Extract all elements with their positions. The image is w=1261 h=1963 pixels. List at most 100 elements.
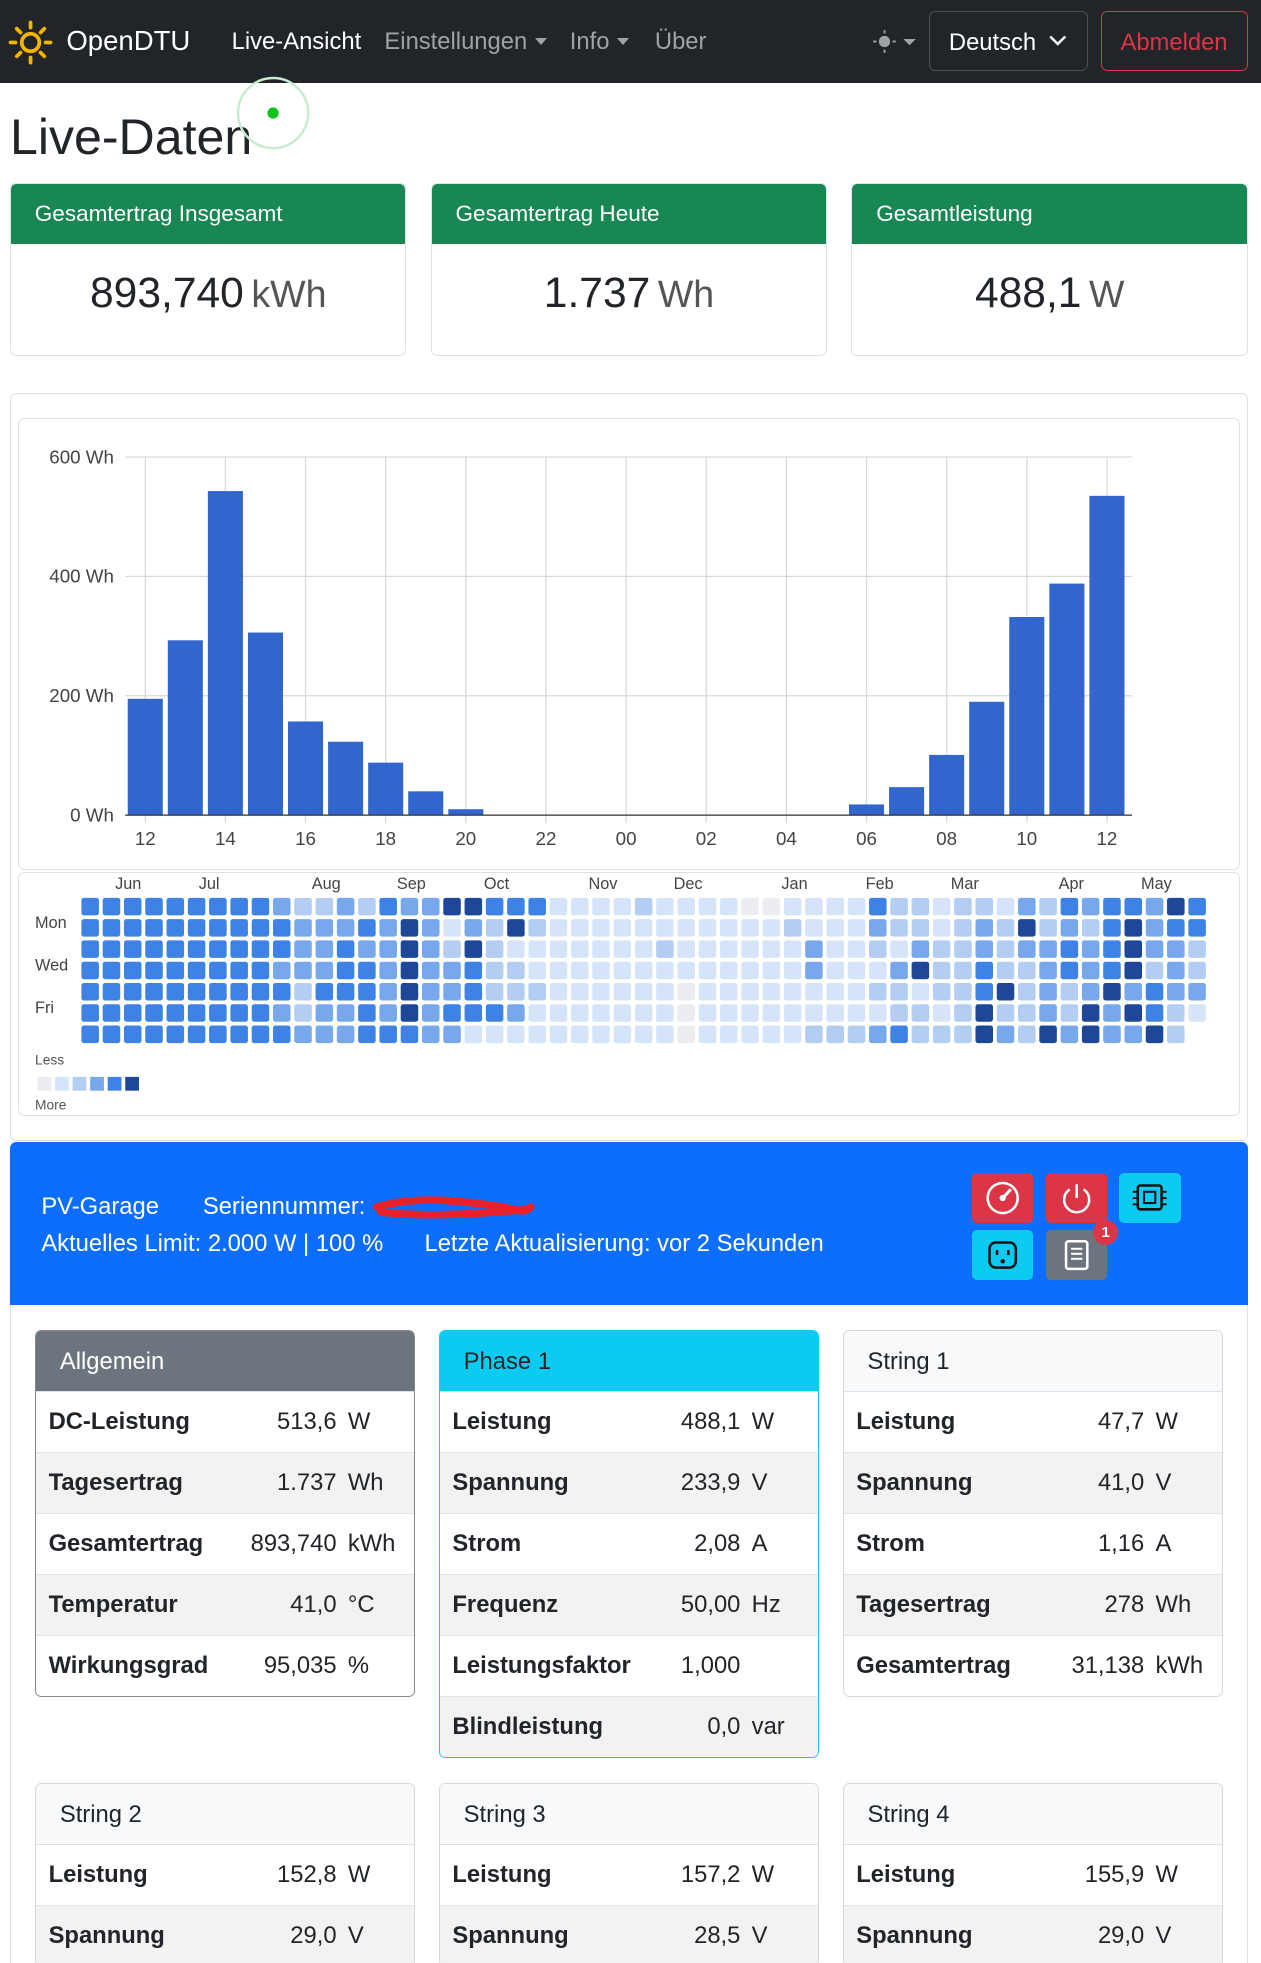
heatmap-cell bbox=[1188, 1004, 1206, 1022]
table-card: Allgemein DC-Leistung 513,6 W Tagesertrag 1.7… bbox=[35, 1329, 416, 1698]
bar bbox=[1049, 583, 1085, 816]
event-badge: 1 bbox=[1093, 1219, 1119, 1245]
bar bbox=[408, 791, 444, 816]
heatmap-cell bbox=[890, 982, 908, 1001]
heatmap-cell bbox=[81, 897, 99, 916]
heatmap-cell bbox=[1018, 1025, 1036, 1044]
nav-item[interactable]: Live-Ansicht bbox=[231, 27, 362, 55]
heatmap-cell bbox=[783, 897, 802, 916]
heatmap-cell bbox=[911, 940, 930, 958]
heatmap-cell bbox=[1039, 961, 1057, 980]
heatmap-cell bbox=[975, 1025, 993, 1044]
table-row: Tagesertrag 278 Wh bbox=[843, 1574, 1222, 1637]
row-value: 2,08 bbox=[633, 1513, 741, 1576]
table-row: Gesamtertrag 893,740 kWh bbox=[36, 1513, 415, 1576]
summary-title: Gesamtleistung bbox=[852, 183, 1247, 244]
heatmap-cell bbox=[634, 961, 653, 980]
table-card: Phase 1 Leistung 488,1 W Spannung 233,9 V Strom… bbox=[438, 1329, 820, 1759]
row-label: Strom bbox=[843, 1513, 1038, 1576]
nav-item[interactable]: Info bbox=[570, 28, 629, 56]
heatmap-cell bbox=[81, 982, 99, 1001]
row-value: 50,00 bbox=[633, 1574, 741, 1637]
heatmap-cell bbox=[1145, 897, 1164, 916]
row-unit: W bbox=[336, 1845, 415, 1907]
heatmap-cell bbox=[528, 919, 546, 937]
month-label: May bbox=[1141, 875, 1173, 893]
heatmap-cell bbox=[485, 961, 504, 980]
bar bbox=[969, 701, 1005, 816]
table-row: Wirkungsgrad 95,035% bbox=[36, 1636, 414, 1697]
serial-label: Seriennummer: bbox=[202, 1193, 366, 1221]
heatmap-cell bbox=[209, 961, 227, 980]
heatmap-cell bbox=[1060, 1025, 1079, 1044]
day-label: Fri bbox=[35, 999, 54, 1017]
row-label: Wirkungsgrad bbox=[48, 1652, 209, 1680]
grid-profile-button[interactable] bbox=[971, 1229, 1034, 1280]
nav-item[interactable]: Über bbox=[654, 27, 707, 55]
heatmap-cell bbox=[336, 982, 355, 1001]
limit-button[interactable] bbox=[971, 1173, 1034, 1224]
language: Deutsch bbox=[948, 28, 1037, 56]
heatmap-cell bbox=[1081, 1004, 1100, 1022]
row-unit: A bbox=[740, 1513, 819, 1576]
heatmap-cell bbox=[762, 1025, 781, 1044]
nav-item[interactable]: Einstellungen bbox=[384, 28, 546, 56]
heatmap-cell bbox=[272, 982, 291, 1001]
heatmap-cell bbox=[315, 961, 334, 980]
summary-value: 893,740 bbox=[90, 268, 244, 317]
language-select[interactable]: Deutsch bbox=[929, 11, 1088, 71]
x-tick-label: 00 bbox=[616, 828, 637, 849]
heatmap-cell bbox=[805, 961, 823, 980]
row-value: 513,6 bbox=[230, 1391, 337, 1454]
table-row: Spannung 29,0 V bbox=[843, 1905, 1222, 1963]
y-tick-label: 200 Wh bbox=[49, 685, 114, 706]
heatmap-cell bbox=[379, 1004, 397, 1022]
row-value: 29,0 bbox=[230, 1905, 337, 1963]
bar bbox=[288, 721, 324, 816]
row-unit: W bbox=[740, 1391, 819, 1454]
heatmap-cell bbox=[358, 982, 376, 1001]
table-row: Temperatur 41,0 °C bbox=[36, 1574, 415, 1637]
heatmap-cell bbox=[145, 919, 163, 937]
row-value: 41,0 bbox=[230, 1574, 337, 1637]
heatmap-cell bbox=[549, 982, 568, 1001]
heatmap-cell bbox=[549, 1025, 568, 1044]
power-button[interactable] bbox=[1045, 1173, 1107, 1224]
heatmap-cell bbox=[549, 1004, 568, 1022]
brand[interactable]: OpenDTU bbox=[66, 25, 191, 57]
logout-button[interactable]: Abmelden bbox=[1100, 11, 1248, 71]
row-label: DC-Leistung bbox=[36, 1391, 231, 1454]
device-info-button[interactable] bbox=[1119, 1173, 1181, 1224]
heatmap-cell bbox=[656, 1025, 674, 1044]
bar bbox=[1089, 495, 1125, 816]
heatmap-cell bbox=[187, 897, 206, 916]
row-label: Temperatur bbox=[36, 1574, 231, 1637]
heatmap-cell bbox=[613, 897, 632, 916]
row-label: Leistung bbox=[36, 1845, 231, 1907]
heatmap-cell bbox=[996, 940, 1015, 958]
heatmap-cell bbox=[613, 961, 632, 980]
heatmap-cell bbox=[975, 919, 993, 937]
theme-toggle[interactable] bbox=[872, 29, 920, 54]
heatmap-cell bbox=[400, 1004, 419, 1022]
heatmap-cell bbox=[315, 919, 334, 937]
table-card: String 1 Leistung 47,7 W Spannung 41,0 V Strom 1… bbox=[842, 1329, 1223, 1698]
heatmap-cell bbox=[996, 1025, 1015, 1044]
heatmap-cell bbox=[272, 1004, 291, 1022]
heatmap-cell bbox=[81, 961, 99, 980]
y-tick-label: 600 Wh bbox=[49, 446, 114, 467]
table-row: Spannung 29,0 V bbox=[36, 1905, 415, 1963]
heatmap-cell bbox=[911, 961, 930, 980]
heatmap-cell bbox=[634, 982, 653, 1001]
heatmap-cell bbox=[528, 897, 546, 916]
select-chevron bbox=[1049, 35, 1067, 46]
bar bbox=[889, 787, 925, 816]
heatmap-cell bbox=[336, 961, 355, 980]
heatmap-cell bbox=[996, 1004, 1015, 1022]
heatmap-cell bbox=[1145, 1025, 1164, 1044]
heatmap-cell bbox=[81, 919, 99, 937]
legend-less: Less bbox=[35, 1052, 64, 1067]
heatmap-cell bbox=[81, 940, 99, 958]
month-label: Jul bbox=[199, 875, 220, 893]
